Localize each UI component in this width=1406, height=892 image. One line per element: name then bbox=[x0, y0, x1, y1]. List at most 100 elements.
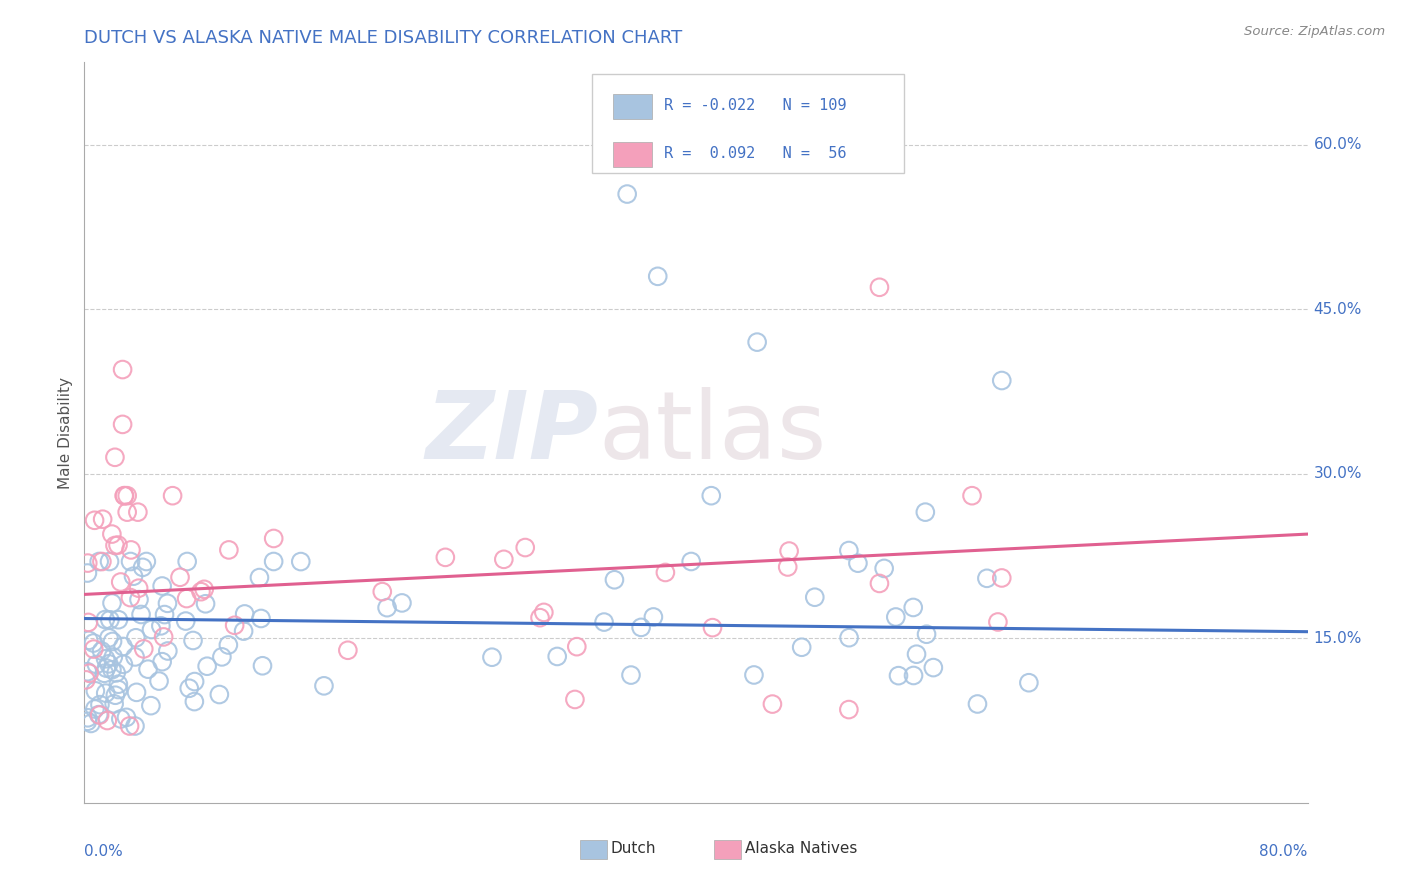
Point bbox=[190, 584, 212, 599]
Point bbox=[620, 668, 643, 682]
Point bbox=[183, 674, 205, 689]
Point bbox=[434, 550, 457, 565]
Point bbox=[181, 633, 204, 648]
Point bbox=[987, 615, 1010, 629]
Point bbox=[290, 555, 312, 569]
Text: 15.0%: 15.0% bbox=[1313, 631, 1362, 646]
Point bbox=[76, 714, 98, 729]
Point bbox=[565, 640, 588, 654]
Point bbox=[90, 555, 112, 569]
Point bbox=[218, 542, 240, 557]
Point bbox=[179, 681, 201, 696]
Text: 45.0%: 45.0% bbox=[1313, 301, 1362, 317]
Point bbox=[96, 661, 118, 675]
Point bbox=[156, 596, 179, 610]
Point bbox=[903, 668, 925, 682]
Point bbox=[97, 657, 120, 671]
Point bbox=[76, 665, 98, 679]
Point bbox=[76, 711, 98, 725]
Text: Alaska Natives: Alaska Natives bbox=[745, 841, 858, 856]
Bar bbox=[613, 142, 652, 167]
Point bbox=[112, 640, 135, 654]
Point bbox=[115, 505, 138, 519]
Point bbox=[371, 584, 394, 599]
Text: 30.0%: 30.0% bbox=[1313, 467, 1362, 482]
Point bbox=[156, 644, 179, 658]
FancyBboxPatch shape bbox=[592, 73, 904, 173]
Point bbox=[249, 570, 271, 584]
Text: DUTCH VS ALASKA NATIVE MALE DISABILITY CORRELATION CHART: DUTCH VS ALASKA NATIVE MALE DISABILITY C… bbox=[84, 29, 682, 47]
Point bbox=[804, 591, 827, 605]
Point bbox=[869, 280, 891, 294]
Point bbox=[104, 688, 127, 702]
Point bbox=[112, 489, 135, 503]
Point bbox=[104, 539, 127, 553]
Point bbox=[135, 554, 157, 568]
Point bbox=[110, 574, 132, 589]
Point bbox=[101, 527, 124, 541]
Point bbox=[1018, 675, 1040, 690]
Point bbox=[77, 615, 100, 630]
Text: Source: ZipAtlas.com: Source: ZipAtlas.com bbox=[1244, 25, 1385, 38]
Point bbox=[263, 532, 285, 546]
Point bbox=[846, 556, 869, 570]
Point bbox=[84, 684, 107, 698]
Point bbox=[681, 554, 703, 568]
Point bbox=[654, 566, 676, 580]
Point bbox=[211, 649, 233, 664]
Point bbox=[110, 712, 132, 726]
Point bbox=[103, 697, 125, 711]
Point bbox=[125, 631, 148, 645]
Point bbox=[103, 650, 125, 665]
Point bbox=[914, 505, 936, 519]
Point bbox=[94, 613, 117, 627]
Point bbox=[700, 489, 723, 503]
Point bbox=[129, 607, 152, 622]
Point bbox=[111, 362, 134, 376]
Point bbox=[128, 581, 150, 595]
Bar bbox=[579, 840, 606, 859]
Point bbox=[790, 640, 813, 655]
Point bbox=[643, 610, 665, 624]
Point bbox=[101, 663, 124, 677]
Point bbox=[208, 688, 231, 702]
Point bbox=[193, 582, 215, 597]
Point bbox=[169, 570, 191, 584]
Point bbox=[98, 554, 121, 568]
Point bbox=[149, 619, 172, 633]
Point bbox=[195, 659, 218, 673]
Point bbox=[991, 571, 1014, 585]
Point bbox=[125, 685, 148, 699]
Text: ZIP: ZIP bbox=[425, 386, 598, 479]
Point bbox=[873, 561, 896, 575]
Point bbox=[391, 596, 413, 610]
Text: atlas: atlas bbox=[598, 386, 827, 479]
Point bbox=[89, 554, 111, 568]
Point bbox=[603, 573, 626, 587]
Point bbox=[176, 554, 198, 568]
Point bbox=[94, 652, 117, 666]
Point bbox=[884, 610, 907, 624]
Point bbox=[153, 607, 176, 622]
Point bbox=[529, 610, 551, 624]
Point bbox=[742, 668, 765, 682]
Point bbox=[91, 512, 114, 526]
Point bbox=[89, 708, 111, 723]
Point bbox=[89, 698, 111, 712]
Point bbox=[107, 682, 129, 697]
Point bbox=[141, 623, 163, 637]
Point bbox=[593, 615, 616, 629]
Point bbox=[105, 665, 128, 680]
Point bbox=[132, 641, 155, 656]
Point bbox=[136, 662, 159, 676]
Point bbox=[336, 643, 359, 657]
Point bbox=[647, 269, 669, 284]
Point bbox=[122, 569, 145, 583]
Point bbox=[83, 642, 105, 657]
Point bbox=[232, 624, 254, 639]
Point bbox=[107, 538, 129, 552]
Point bbox=[183, 695, 205, 709]
Point bbox=[94, 686, 117, 700]
Point bbox=[546, 649, 568, 664]
Point bbox=[869, 576, 891, 591]
